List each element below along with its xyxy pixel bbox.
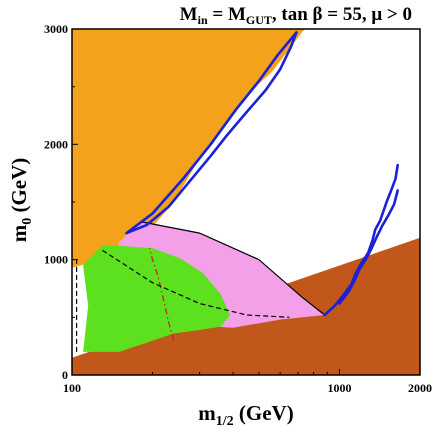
y-axis-label-sub: 0 — [20, 218, 35, 225]
y-tick-label: 1000 — [44, 253, 68, 267]
y-axis-label: m0 (GeV) — [7, 158, 35, 243]
regions-layer — [72, 29, 420, 375]
coannihilation-strip-inner-band — [338, 189, 400, 305]
y-tick-label: 0 — [62, 368, 68, 382]
x-axis-label-main: m — [198, 401, 216, 425]
coannihilation-strip-band — [323, 163, 400, 317]
x-tick-label: 2000 — [408, 381, 432, 395]
title-mid-sub: GUT — [246, 13, 272, 27]
y-axis-label-main: m — [7, 224, 31, 242]
ticks-layer: 100 1000 2000 0 1000 2000 3000 — [44, 22, 432, 395]
funnel-mid-branch-band — [125, 31, 298, 235]
g-2-boundary-line — [140, 221, 325, 316]
x-axis-label-sub: 1/2 — [216, 414, 234, 429]
x-tick-label: 100 — [63, 381, 81, 395]
title-rest: , tan β = 55, μ > 0 — [272, 4, 412, 25]
y-axis-label-unit: (GeV) — [7, 158, 31, 218]
y-tick-label: 2000 — [44, 137, 68, 151]
relic-bands-layer — [125, 31, 400, 317]
x-axis-label: m1/2 (GeV) — [198, 401, 293, 429]
x-axis-label-unit: (GeV) — [234, 401, 294, 425]
title-lhs-main: M — [180, 4, 198, 25]
higgs-114-line — [149, 247, 175, 341]
ewsb-excluded-region — [72, 29, 305, 268]
chart-title: Min = MGUT, tan β = 55, μ > 0 — [180, 4, 412, 27]
x-tick-label: 1000 — [327, 381, 351, 395]
b-sgamma-excluded-region — [83, 244, 231, 352]
y-tick-label: 3000 — [44, 22, 68, 36]
plot-area — [72, 29, 420, 375]
funnel-lower-branch-band — [125, 31, 298, 235]
title-lhs-sub: in — [198, 13, 208, 27]
lines-layer — [75, 221, 325, 352]
title-mid-main: = M — [208, 4, 246, 25]
